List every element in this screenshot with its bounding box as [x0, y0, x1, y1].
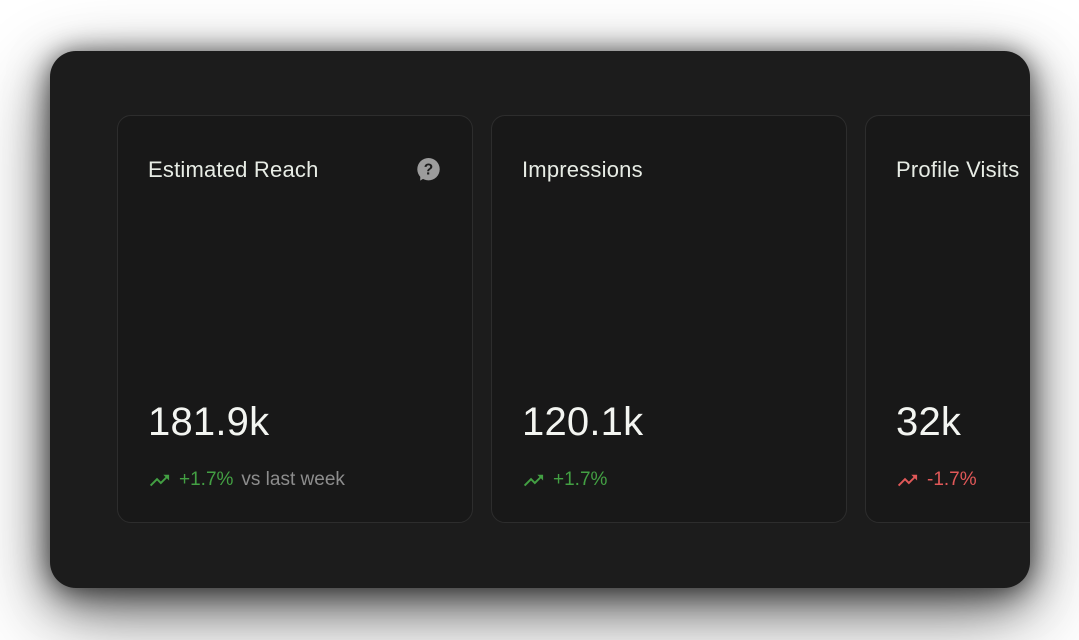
metric-value: 32k [896, 400, 962, 444]
change-percent: -1.7% [927, 469, 977, 490]
card-header: Estimated Reach ? [148, 156, 442, 184]
card-title: Estimated Reach [148, 157, 319, 182]
metric-card-profile-visits: Profile Visits 32k -1.7% [865, 115, 1030, 523]
card-header: Profile Visits [896, 156, 1030, 184]
help-bubble-icon[interactable]: ? [414, 156, 442, 184]
metric-value: 181.9k [148, 400, 270, 444]
metric-change-row: +1.7% vs last week [148, 468, 442, 492]
card-title: Impressions [522, 157, 643, 182]
trending-up-icon [896, 469, 919, 492]
metric-card-estimated-reach: Estimated Reach ? 181.9k [117, 115, 473, 523]
metric-cards-row[interactable]: Estimated Reach ? 181.9k [117, 115, 1030, 523]
change-percent: +1.7% [179, 469, 234, 490]
metric-card-impressions: Impressions 120.1k +1.7% [491, 115, 847, 523]
card-title: Profile Visits [896, 157, 1020, 182]
metric-change-row: +1.7% [522, 468, 816, 492]
metric-value: 120.1k [522, 400, 644, 444]
card-header: Impressions [522, 156, 816, 184]
trending-up-icon [148, 469, 171, 492]
change-comparison: vs last week [241, 469, 345, 490]
change-percent: +1.7% [553, 469, 608, 490]
trending-up-icon [522, 469, 545, 492]
svg-text:?: ? [424, 161, 433, 178]
metric-change-row: -1.7% [896, 468, 1030, 492]
analytics-panel: Estimated Reach ? 181.9k [50, 51, 1030, 588]
